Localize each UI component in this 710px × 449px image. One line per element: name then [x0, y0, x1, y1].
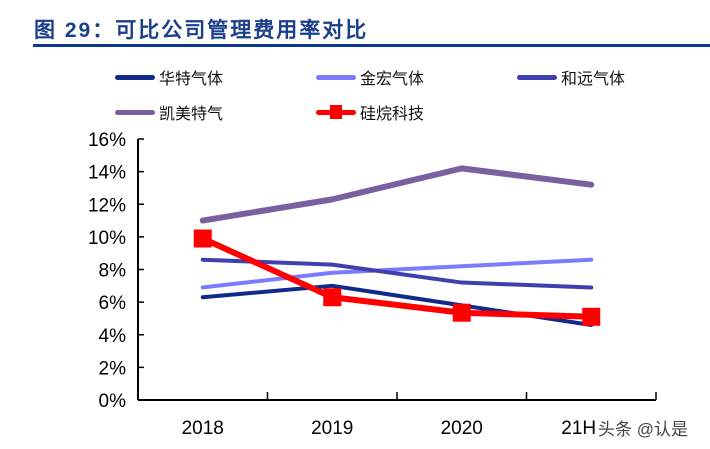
legend-item: 和远气体	[517, 65, 625, 89]
legend-label: 华特气体	[159, 71, 224, 88]
data-marker	[452, 303, 471, 322]
y-tick-label: 10%	[88, 228, 126, 249]
title-rule	[33, 44, 710, 47]
y-tick-label: 4%	[99, 326, 127, 347]
y-tick-label: 6%	[99, 293, 127, 314]
series-line	[199, 235, 595, 320]
chart-title: 图 29：可比公司管理费用率对比	[34, 19, 369, 42]
x-tick-label: 2019	[311, 418, 353, 439]
legend-swatch	[316, 104, 356, 119]
series-line	[199, 165, 595, 224]
x-tick-label: 2020	[441, 418, 483, 439]
watermark: 头条 @认是	[598, 415, 688, 440]
data-marker	[323, 288, 342, 307]
legend-item: 金宏气体	[316, 65, 424, 89]
legend-label: 和远气体	[561, 71, 626, 88]
legend-swatch	[316, 74, 356, 80]
legend-item: 硅烷科技	[316, 100, 424, 124]
data-marker	[582, 307, 601, 326]
legend-swatch	[517, 74, 557, 80]
y-tick-label: 2%	[99, 358, 127, 379]
legend-label: 金宏气体	[360, 71, 425, 88]
y-tick-label: 8%	[99, 261, 127, 282]
legend-swatch	[115, 74, 155, 80]
y-tick-label: 12%	[88, 195, 126, 216]
x-tick-label: 2018	[182, 418, 224, 439]
data-marker	[193, 229, 212, 248]
legend-label: 硅烷科技	[360, 106, 425, 123]
x-tick-label: 21H	[561, 418, 596, 439]
series-line	[200, 257, 594, 290]
legend-label: 凯美特气	[159, 106, 224, 123]
legend-item: 凯美特气	[115, 100, 223, 124]
y-tick-label: 16%	[88, 130, 126, 151]
series-line	[200, 257, 594, 290]
y-tick-label: 14%	[88, 163, 126, 184]
legend-item: 华特气体	[115, 65, 223, 89]
legend-swatch	[115, 109, 155, 115]
y-tick-label: 0%	[99, 391, 127, 412]
